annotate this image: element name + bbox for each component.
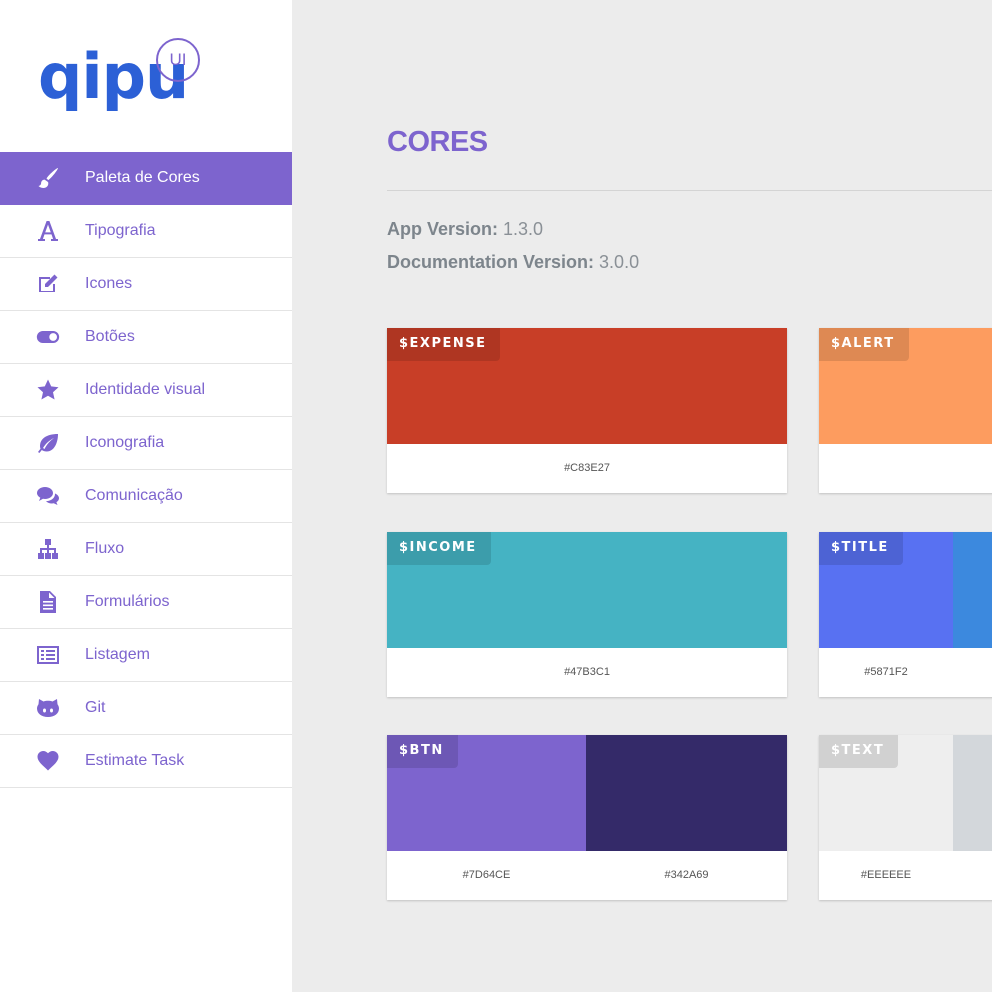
color-swatch-primary [819, 735, 953, 851]
color-card-text: $TEXT #EEEEEE [819, 735, 992, 900]
doc-version-value: 3.0.0 [599, 252, 640, 272]
color-card-title: $TITLE #5871F2 [819, 532, 992, 697]
sidebar-item-paleta-de-cores[interactable]: Paleta de Cores [0, 152, 292, 205]
list-alt-icon [36, 643, 60, 667]
comments-icon [36, 484, 60, 508]
logo[interactable]: qipu UI [38, 38, 218, 118]
toggle-icon [36, 325, 60, 349]
sidebar-item-comunicacao[interactable]: Comunicação [0, 470, 292, 523]
sidebar: qipu UI Paleta de Cores Tipografia Icone… [0, 0, 292, 992]
sidebar-item-fluxo[interactable]: Fluxo [0, 523, 292, 576]
documentation-version: Documentation Version: 3.0.0 [387, 252, 639, 273]
sidebar-item-icones[interactable]: Icones [0, 258, 292, 311]
color-name-tag: $INCOME [387, 532, 491, 565]
leaf-icon [36, 431, 60, 455]
color-swatch [387, 532, 787, 648]
sidebar-item-iconografia[interactable]: Iconografia [0, 417, 292, 470]
star-icon [36, 378, 60, 402]
sidebar-item-label: Tipografia [85, 222, 156, 239]
sidebar-item-label: Iconografia [85, 434, 165, 451]
sidebar-item-identidade-visual[interactable]: Identidade visual [0, 364, 292, 417]
app-version-label: App Version: [387, 219, 499, 239]
sidebar-item-label: Comunicação [85, 487, 183, 504]
color-swatch [387, 328, 787, 444]
sitemap-icon [36, 537, 60, 561]
font-icon [36, 219, 60, 243]
color-name-tag: $TITLE [819, 532, 903, 565]
color-hex-label-secondary: #342A69 [664, 869, 709, 881]
color-name-tag: $EXPENSE [387, 328, 501, 361]
color-swatch-secondary [953, 735, 992, 851]
sidebar-item-label: Listagem [85, 646, 150, 663]
color-swatch-secondary [586, 735, 787, 851]
color-swatch-secondary [953, 532, 992, 648]
sidebar-item-label: Git [85, 699, 106, 716]
sidebar-item-label: Fluxo [85, 540, 125, 557]
edit-icon [36, 272, 60, 296]
color-swatch [819, 735, 992, 851]
sidebar-item-git[interactable]: Git [0, 682, 292, 735]
paintbrush-icon [36, 166, 60, 190]
sidebar-item-formularios[interactable]: Formulários [0, 576, 292, 629]
color-hex-label-primary: #7D64CE [462, 869, 511, 881]
color-name-tag: $ALERT [819, 328, 909, 361]
sidebar-item-estimate-task[interactable]: Estimate Task [0, 735, 292, 788]
color-swatch-primary [387, 735, 586, 851]
sidebar-item-label: Paleta de Cores [85, 169, 200, 186]
app-version-value: 1.3.0 [503, 219, 544, 239]
color-card-btn: $BTN #7D64CE #342A69 [387, 735, 787, 900]
github-icon [36, 696, 60, 720]
logo-ui-badge: UI [156, 38, 200, 82]
color-name-tag: $TEXT [819, 735, 899, 768]
sidebar-item-label: Formulários [85, 593, 170, 610]
color-hex-label: #47B3C1 [564, 666, 610, 678]
sidebar-item-label: Estimate Task [85, 752, 185, 769]
color-name-tag: $BTN [387, 735, 458, 768]
heart-icon [36, 749, 60, 773]
sidebar-item-label: Icones [85, 275, 133, 292]
file-text-icon [36, 590, 60, 614]
doc-version-label: Documentation Version: [387, 252, 595, 272]
color-swatch-primary [819, 532, 953, 648]
title-divider [387, 190, 992, 191]
color-card-income: $INCOME #47B3C1 [387, 532, 787, 697]
color-swatch [819, 532, 992, 648]
sidebar-item-label: Identidade visual [85, 381, 206, 398]
page-title: CORES [387, 126, 488, 158]
color-hex-label: #5871F2 [864, 666, 908, 678]
color-card-alert: $ALERT [819, 328, 992, 493]
sidebar-item-botoes[interactable]: Botões [0, 311, 292, 364]
sidebar-nav: Paleta de Cores Tipografia Icones Botões… [0, 152, 292, 788]
app-version: App Version: 1.3.0 [387, 219, 543, 240]
sidebar-item-tipografia[interactable]: Tipografia [0, 205, 292, 258]
color-swatch [387, 735, 787, 851]
color-hex-label: #EEEEEE [860, 869, 912, 881]
sidebar-item-listagem[interactable]: Listagem [0, 629, 292, 682]
color-hex-label: #C83E27 [564, 462, 610, 474]
color-swatch [819, 328, 992, 444]
color-card-expense: $EXPENSE #C83E27 [387, 328, 787, 493]
sidebar-item-label: Botões [85, 328, 135, 345]
